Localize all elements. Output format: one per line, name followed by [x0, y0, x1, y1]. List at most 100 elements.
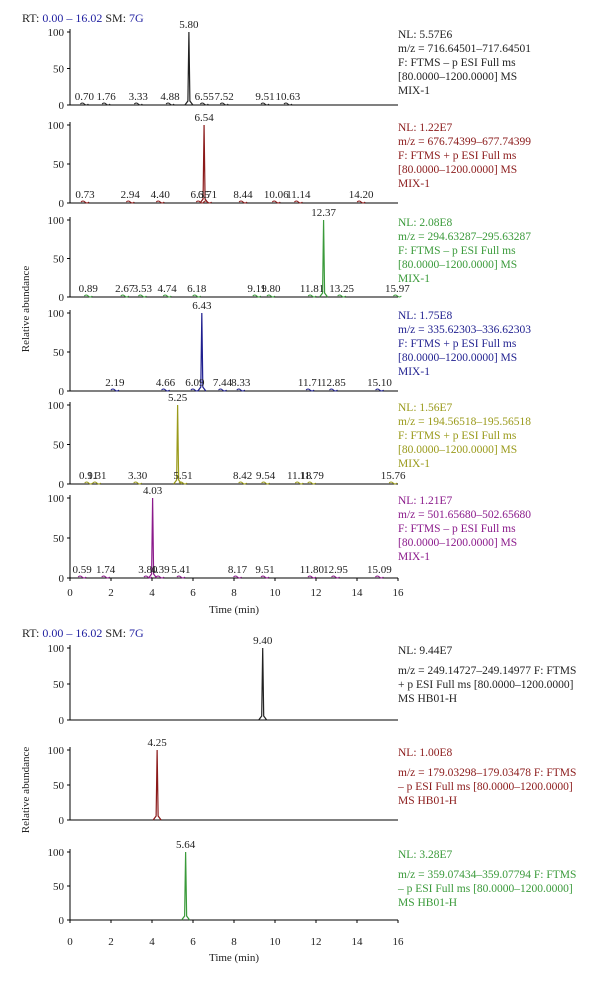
peak-label: 3.53: [133, 283, 153, 295]
peak-trace: [199, 124, 209, 204]
peak-label: 1.74: [96, 564, 116, 576]
y-tick-label: 0: [59, 915, 65, 927]
x-tick-label: 2: [108, 936, 114, 948]
baseline-noise: [233, 575, 242, 579]
peak-label: 2.67: [115, 283, 135, 295]
trace-info-line: NL: 9.44E7: [398, 645, 453, 657]
peak-label: 1.76: [96, 91, 116, 103]
trace-info-line: NL: 1.56E7: [398, 402, 453, 414]
baseline-noise: [192, 294, 202, 298]
header-rt-range: 0.00 – 16.02: [39, 11, 102, 25]
peak-label: 15.09: [367, 564, 392, 576]
baseline-noise: [133, 102, 143, 106]
peak-label: 11.79: [300, 470, 325, 482]
x-tick-label: 16: [393, 587, 405, 599]
peak-label: 8.17: [228, 564, 248, 576]
chromatogram-panel: 0 50 100 12.37 0.89 2.673.53 4.74 6.18 9.119.80 1…: [48, 207, 532, 304]
trace-info-line: m/z = 179.03298–179.03478 F: FTMS: [398, 767, 576, 779]
baseline-noise: [329, 388, 338, 392]
chromatogram-panel: 0 50 100 5.64 NL: 3.28E7 m/z = 359.07434–359.…: [48, 839, 577, 927]
trace-info-line: [80.0000–1200.0000] MS: [398, 71, 517, 83]
peak-label: 4.74: [158, 283, 178, 295]
x-tick-label: 0: [67, 936, 73, 948]
baseline-noise: [294, 481, 304, 485]
baseline-noise: [375, 575, 384, 579]
peak-label: 7.52: [215, 91, 234, 103]
peak-label: 5.80: [179, 19, 199, 31]
peak-label: 3.30: [128, 470, 148, 482]
trace-info-line: MS HB01-H: [398, 795, 457, 807]
y-tick-label: 100: [48, 120, 65, 132]
baseline-noise: [80, 200, 90, 204]
peak-label: 2.94: [121, 189, 141, 201]
peak-label: 4.40: [151, 189, 171, 201]
peak-label: 4.03: [143, 485, 163, 497]
baseline-noise: [307, 294, 317, 298]
peak-label: 11.80: [300, 564, 325, 576]
baseline-noise: [337, 294, 346, 298]
peak-label: 9.40: [253, 635, 273, 647]
peak-label: 6.18: [187, 283, 207, 295]
peak-label: 4.66: [156, 377, 176, 389]
header-rt-range: 0.00 – 16.02: [39, 626, 102, 640]
trace-info-line: m/z = 501.65680–502.65680: [398, 509, 531, 521]
trace-info-line: m/z = 249.14727–249.14977 F: FTMS: [398, 665, 576, 677]
baseline-noise: [155, 575, 165, 579]
baseline-noise: [236, 388, 246, 392]
peak-trace: [319, 219, 329, 298]
peak-label: 12.85: [321, 377, 346, 389]
y-tick-label: 0: [59, 292, 65, 304]
peak-trace: [184, 31, 194, 106]
y-tick-label: 50: [53, 64, 65, 76]
x-tick-label: 12: [311, 587, 322, 599]
y-tick-label: 100: [48, 215, 65, 227]
peak-label: 12.37: [311, 207, 336, 219]
baseline-noise: [165, 102, 175, 106]
y-tick-label: 100: [48, 493, 65, 505]
chromatogram-panel: 0 50 100 5.80 0.70 1.76 3.33 4.88 6.55 7.52 9.51 10…: [48, 19, 532, 112]
peak-label: 1.31: [87, 470, 106, 482]
trace-info-line: [80.0000–1200.0000] MS: [398, 444, 517, 456]
y-tick-label: 100: [48, 745, 65, 757]
y-tick-label: 50: [53, 159, 65, 171]
y-tick-label: 50: [53, 254, 65, 266]
trace-info-line: MIX-1: [398, 458, 430, 470]
peak-label: 5.64: [176, 839, 196, 851]
baseline-noise: [331, 575, 340, 579]
x-tick-label: 10: [270, 936, 282, 948]
trace-info-line: [80.0000–1200.0000] MS: [398, 164, 517, 176]
peak-label: 11.81: [300, 283, 324, 295]
baseline-noise: [218, 388, 227, 392]
x-tick-label: 12: [311, 936, 322, 948]
trace-info-line: MIX-1: [398, 85, 430, 97]
y-tick-label: 50: [53, 679, 65, 691]
header-sm-label: SM:: [102, 11, 126, 25]
peak-label: 7.44: [213, 377, 233, 389]
peak-trace: [173, 404, 183, 485]
baseline-noise: [101, 575, 110, 579]
trace-info-line: NL: 1.00E8: [398, 747, 453, 759]
trace-info-line: [80.0000–1200.0000] MS: [398, 259, 517, 271]
baseline-noise: [271, 200, 281, 204]
y-tick-label: 0: [59, 386, 65, 398]
trace-info-line: F: FTMS + p ESI Full ms: [398, 338, 517, 350]
peak-trace: [152, 749, 162, 821]
baseline-noise: [260, 575, 270, 579]
peak-trace: [181, 851, 191, 921]
trace-info-line: MIX-1: [398, 366, 430, 378]
trace-info-line: MS HB01-H: [398, 897, 457, 909]
baseline-noise: [133, 481, 142, 485]
x-axis-label: Time (min): [209, 604, 259, 616]
y-tick-label: 100: [48, 400, 65, 412]
peak-label: 9.80: [261, 283, 281, 295]
baseline-noise: [125, 200, 135, 204]
baseline-noise: [84, 481, 93, 485]
peak-label: 6.43: [192, 300, 212, 312]
peak-label: 13.25: [329, 283, 354, 295]
peak-label: 5.25: [168, 392, 188, 404]
trace-info-line: [80.0000–1200.0000] MS: [398, 537, 517, 549]
peak-label: 5.51: [173, 470, 192, 482]
y-axis-label: Relative abundance: [20, 747, 32, 834]
